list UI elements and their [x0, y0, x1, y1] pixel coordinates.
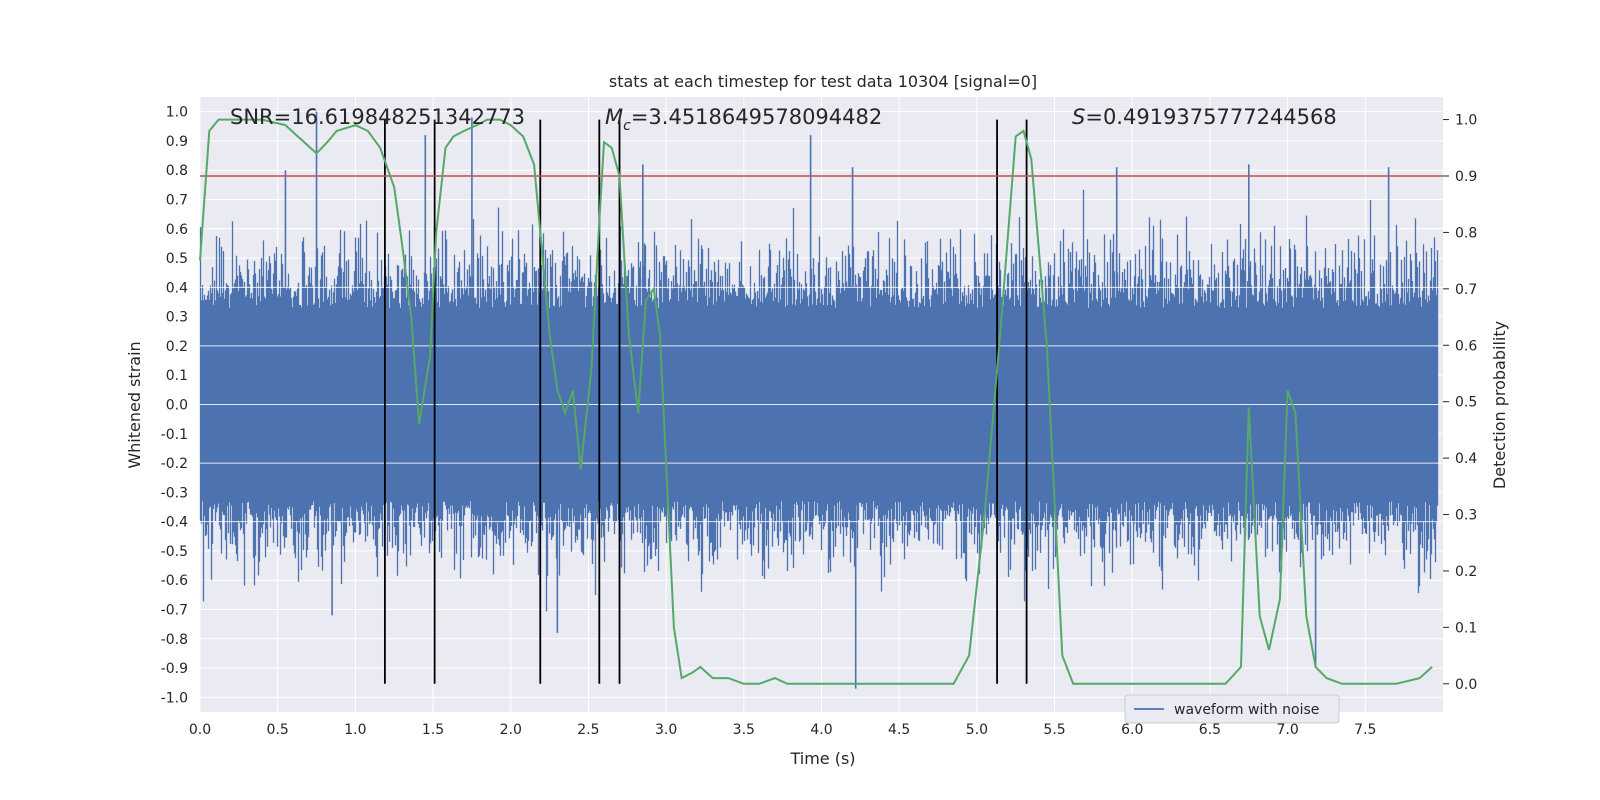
y2-tick-label: 0.9: [1455, 169, 1477, 185]
waveform-series: [199, 111, 1443, 689]
y-tick-label: 0.7: [166, 193, 188, 209]
s-annotation: S=0.4919375777244568: [1072, 105, 1337, 129]
y-tick-label: 1.0: [166, 105, 188, 121]
y2-tick-label: 0.5: [1455, 395, 1477, 411]
y-tick-label: -0.3: [161, 485, 188, 501]
y2-tick-label: 0.6: [1455, 338, 1477, 354]
x-tick-label: 2.5: [577, 722, 599, 738]
x-tick-label: 4.0: [810, 722, 832, 738]
y2-tick-label: 0.3: [1455, 508, 1477, 524]
y2-axis-ticks: 1.0 0.9 0.8 0.7 0.6 0.5 0.4 0.3 0.2 0.1 0.0: [1443, 113, 1477, 693]
snr-annotation: SNR=16.619848251342773: [230, 105, 525, 129]
y-tick-label: 0.5: [166, 251, 188, 267]
x-tick-label: 2.0: [500, 722, 522, 738]
x-axis-ticks: 0.0 0.5 1.0 1.5 2.0 2.5 3.0 3.5 4.0 4.5 5.0 5.5 6.0 6…: [189, 722, 1377, 738]
y2-tick-label: 0.8: [1455, 225, 1477, 241]
legend-box: [1124, 694, 1340, 724]
y2-tick-label: 0.0: [1455, 677, 1477, 693]
chirp-mass-subscript: c: [623, 118, 631, 134]
y-tick-label: -0.1: [161, 427, 188, 443]
chart-title: stats at each timestep for test data 103…: [609, 72, 1037, 91]
y-axis-label: Whitened strain: [125, 341, 144, 468]
y-tick-label: -0.8: [161, 632, 188, 648]
x-tick-label: 7.0: [1276, 722, 1298, 738]
x-tick-label: 3.0: [655, 722, 677, 738]
x-tick-label: 1.0: [344, 722, 366, 738]
y-tick-label: 0.6: [166, 222, 188, 238]
x-tick-label: 1.5: [422, 722, 444, 738]
waveform-band: [199, 189, 1439, 612]
y-tick-label: -0.4: [161, 515, 188, 531]
detection-probability-line: [199, 118, 1433, 685]
vertical-markers: [383, 119, 1028, 684]
s-value: =0.4919375777244568: [1085, 105, 1336, 129]
y-tick-label: -0.5: [161, 544, 188, 560]
x-tick-label: 5.0: [966, 722, 988, 738]
y-tick-label: 0.3: [166, 310, 188, 326]
x-tick-label: 7.5: [1354, 722, 1376, 738]
x-tick-label: 6.5: [1199, 722, 1221, 738]
y-tick-label: 0.0: [166, 398, 188, 414]
y2-tick-label: 0.2: [1455, 564, 1477, 580]
chirp-mass-symbol: M: [605, 105, 623, 129]
y-tick-label: 0.2: [166, 339, 188, 355]
y-tick-label: -0.9: [161, 661, 188, 677]
y-tick-label: 0.4: [166, 280, 188, 296]
s-symbol: S: [1072, 105, 1085, 129]
x-tick-label: 0.5: [267, 722, 289, 738]
y-tick-label: -0.2: [161, 456, 188, 472]
y-tick-label: 0.9: [166, 134, 188, 150]
x-tick-label: 5.5: [1043, 722, 1065, 738]
x-tick-label: 3.5: [733, 722, 755, 738]
y-tick-label: -1.0: [161, 690, 188, 706]
chirp-mass-annotation: Mc=3.4518649578094482: [605, 105, 882, 134]
y-tick-label: 0.1: [166, 368, 188, 384]
y-tick-label: 0.8: [166, 163, 188, 179]
legend: waveform with noise: [1124, 694, 1340, 724]
y-tick-label: -0.6: [161, 573, 188, 589]
legend-label: waveform with noise: [1174, 702, 1319, 718]
y2-tick-label: 0.1: [1455, 620, 1477, 636]
y-tick-label: -0.7: [161, 603, 188, 619]
y2-axis-label: Detection probability: [1490, 321, 1509, 489]
x-tick-label: 4.5: [888, 722, 910, 738]
x-tick-label: 6.0: [1121, 722, 1143, 738]
y2-tick-label: 1.0: [1455, 113, 1477, 129]
x-axis-label: Time (s): [789, 749, 855, 768]
y2-tick-label: 0.7: [1455, 282, 1477, 298]
y-axis-ticks: 1.0 0.9 0.8 0.7 0.6 0.5 0.4 0.3 0.2 0.1 0.0 -0.1 -0.…: [161, 105, 188, 707]
x-tick-label: 0.0: [189, 722, 211, 738]
y2-tick-label: 0.4: [1455, 451, 1477, 467]
chirp-mass-value: =3.4518649578094482: [631, 105, 882, 129]
